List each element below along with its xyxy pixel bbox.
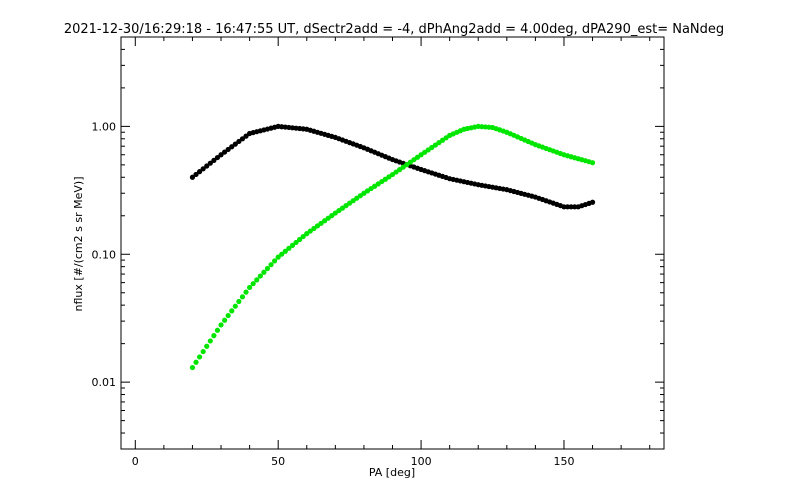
data-point: [304, 231, 310, 237]
data-point: [236, 138, 242, 145]
data-point: [211, 333, 217, 339]
data-point: [193, 359, 199, 365]
data-point: [218, 322, 224, 328]
data-point: [221, 149, 228, 155]
y-tick-label: 0.10: [92, 248, 117, 261]
data-point: [196, 354, 203, 360]
data-point: [314, 223, 321, 229]
data-point: [204, 343, 210, 349]
data-point: [293, 239, 299, 246]
x-axis-label: PA [deg]: [369, 466, 415, 479]
y-tick-label: 0.01: [92, 376, 117, 389]
data-point: [254, 277, 260, 283]
data-point: [229, 308, 235, 314]
data-point: [214, 327, 221, 333]
axis-ticks: 0 50 100 150 0.01 0.10 1.00: [92, 36, 664, 468]
data-point: [207, 160, 213, 166]
data-point: [200, 348, 206, 355]
plot-frame: [120, 36, 665, 450]
data-point: [200, 166, 206, 172]
data-point: [239, 294, 246, 300]
data-point: [204, 163, 210, 169]
data-point: [275, 254, 281, 260]
data-point: [289, 242, 296, 248]
data-point: [561, 204, 567, 210]
data-point: [589, 160, 596, 166]
x-tick-label: 0: [132, 455, 139, 468]
data-point: [257, 273, 263, 279]
data-point: [297, 236, 303, 243]
data-point: [572, 204, 578, 210]
data-point: [196, 169, 203, 175]
data-point: [329, 213, 335, 219]
series-0: [189, 123, 596, 210]
data-point: [318, 220, 324, 226]
data-point: [282, 248, 288, 254]
data-point: [225, 146, 231, 153]
data-points: [189, 123, 596, 371]
data-point: [193, 171, 199, 178]
data-point: [307, 228, 313, 234]
data-point: [279, 251, 285, 257]
y-tick-label: 1.00: [92, 120, 117, 133]
data-point: [189, 174, 196, 180]
x-tick-label: 50: [271, 455, 285, 468]
data-point: [322, 218, 328, 224]
chart-title: 2021-12-30/16:29:18 - 16:47:55 UT, dSect…: [64, 22, 724, 37]
data-point: [264, 265, 271, 272]
data-point: [189, 364, 196, 371]
data-point: [236, 298, 242, 305]
data-point: [300, 233, 306, 240]
data-point: [232, 141, 238, 147]
series-1: [189, 123, 596, 371]
data-point: [261, 269, 267, 275]
data-point: [268, 262, 274, 268]
data-point: [207, 338, 213, 344]
data-point: [250, 281, 256, 287]
data-point: [568, 204, 574, 210]
data-point: [247, 284, 253, 291]
data-point: [221, 317, 228, 323]
data-point: [564, 204, 571, 210]
data-point: [243, 133, 249, 139]
data-point: [589, 199, 596, 205]
data-point: [218, 152, 224, 158]
y-axis-label: nflux [#/(cm2 s sr MeV)]: [72, 177, 85, 312]
data-point: [286, 245, 292, 251]
x-tick-label: 150: [553, 455, 574, 468]
data-point: [272, 258, 278, 264]
data-point: [214, 154, 221, 161]
data-point: [325, 215, 331, 221]
data-point: [311, 225, 317, 232]
data-point: [211, 157, 217, 163]
data-point: [239, 136, 246, 142]
data-point: [229, 144, 235, 150]
data-point: [232, 303, 238, 309]
data-point: [243, 289, 249, 295]
x-tick-label: 100: [411, 455, 432, 468]
data-point: [225, 312, 231, 319]
